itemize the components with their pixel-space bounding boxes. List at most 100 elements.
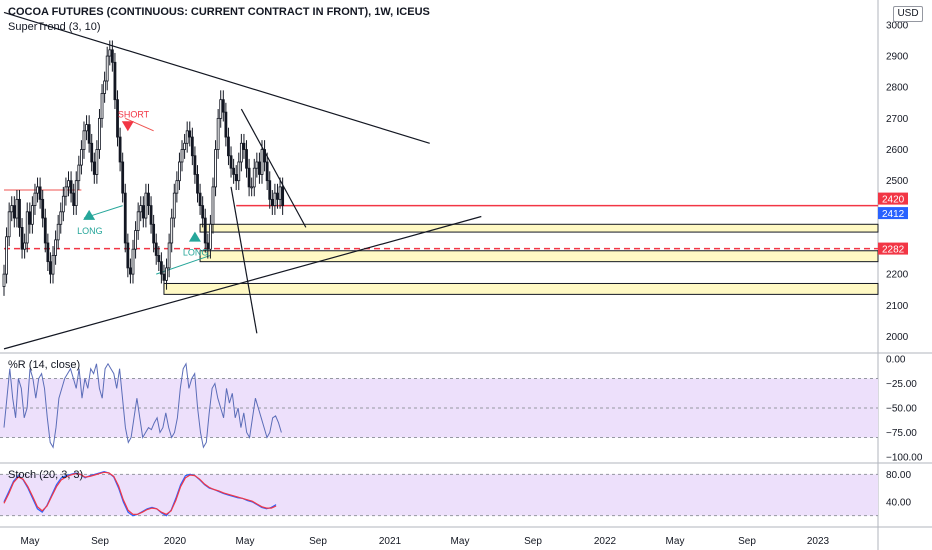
candle-body <box>41 198 45 219</box>
long-signal-marker <box>188 231 201 242</box>
willr-legend: %R (14, close) <box>8 359 81 371</box>
candle-body <box>263 149 266 163</box>
candle-body <box>180 149 184 163</box>
candle-body <box>5 236 8 275</box>
willr-tick-label: −50.00 <box>886 404 917 415</box>
trendline <box>3 11 430 144</box>
candle-body <box>61 195 65 213</box>
candle-body <box>157 255 161 263</box>
candle-body <box>100 93 104 119</box>
long-signal-label: LONG <box>183 248 209 258</box>
candle-body <box>54 239 57 256</box>
candle-body <box>38 186 42 200</box>
candle-body <box>147 192 150 206</box>
chart-title: COCOA FUTURES (CONTINUOUS: CURRENT CONTR… <box>8 6 430 18</box>
currency-button[interactable]: USD <box>893 6 923 22</box>
candle-body <box>141 205 145 219</box>
candle-body <box>208 223 212 250</box>
candle-body <box>98 117 101 150</box>
candle-body <box>90 142 94 163</box>
candle-body <box>131 248 135 275</box>
candle-body <box>25 211 29 244</box>
candle-body <box>64 186 68 197</box>
candle-body <box>7 211 11 238</box>
candle-body <box>250 186 254 189</box>
short-signal-marker <box>121 121 134 132</box>
candle-body <box>123 192 127 244</box>
candle-body <box>85 124 88 132</box>
candle-body <box>20 226 24 250</box>
candle-body <box>18 198 21 228</box>
candle-body <box>110 49 114 63</box>
willr-tick-label: −100.00 <box>886 453 923 464</box>
candle-body <box>103 80 107 94</box>
candle-body <box>43 217 47 244</box>
candle-body <box>56 223 60 241</box>
candle-body <box>172 192 176 219</box>
time-axis-label: Sep <box>524 536 542 547</box>
candle-body <box>224 111 228 138</box>
price-label-text: 2282 <box>882 245 905 256</box>
support-zone <box>199 223 879 233</box>
candle-body <box>82 130 86 150</box>
price-tick-label: 2600 <box>886 145 909 156</box>
trendline <box>3 215 482 350</box>
candle-body <box>188 130 192 138</box>
candle-body <box>134 230 137 250</box>
candle-body <box>80 149 83 166</box>
candle-body <box>159 261 163 275</box>
price-tick-label: 2200 <box>886 270 909 281</box>
candle-body <box>121 161 125 194</box>
time-axis-label: May <box>451 536 470 547</box>
candle-body <box>239 142 243 163</box>
time-axis-label: 2021 <box>379 536 402 547</box>
candle-body <box>23 242 27 250</box>
willr-tick-label: 0.00 <box>886 354 906 365</box>
candle-body <box>116 99 119 138</box>
candle-body <box>227 136 230 157</box>
time-axis-label: 2020 <box>164 536 187 547</box>
time-axis-label: Sep <box>309 536 327 547</box>
candle-body <box>255 161 259 169</box>
candle-body <box>30 205 34 225</box>
candle-body <box>152 223 156 244</box>
candle-body <box>95 149 99 175</box>
candle-body <box>229 155 233 169</box>
candle-body <box>136 211 140 231</box>
stoch-tick-label: 40.00 <box>886 497 911 508</box>
candle-body <box>265 161 269 182</box>
candle-body <box>185 130 189 144</box>
price-tick-label: 2100 <box>886 301 909 312</box>
supertrend-legend: SuperTrend (3, 10) <box>8 21 101 33</box>
candle-body <box>87 124 91 144</box>
price-label-box <box>878 207 908 220</box>
candle-body <box>149 205 153 225</box>
candle-body <box>281 186 285 206</box>
long-signal-label: LONG <box>77 226 103 236</box>
candle-body <box>59 211 63 225</box>
candle-body <box>232 167 236 175</box>
price-label-text: 2420 <box>882 195 905 206</box>
willr-tick-label: −75.00 <box>886 428 917 439</box>
candle-body <box>216 117 220 150</box>
trendline <box>240 108 307 228</box>
candle-body <box>258 161 261 175</box>
time-axis-label: May <box>666 536 685 547</box>
time-axis-label: May <box>236 536 255 547</box>
candle-body <box>245 149 248 169</box>
price-tick-label: 2900 <box>886 52 909 63</box>
candle-body <box>242 142 246 150</box>
short-signal-label: SHORT <box>118 109 150 119</box>
support-zone <box>199 250 879 263</box>
candle-body <box>28 211 32 225</box>
candle-body <box>193 155 197 175</box>
candle-body <box>51 255 55 275</box>
candle-body <box>201 205 205 219</box>
candle-body <box>221 99 225 113</box>
willr-tick-label: −25.00 <box>886 379 917 390</box>
candle-body <box>46 242 50 263</box>
candle-body <box>206 242 210 250</box>
candle-body <box>247 167 251 188</box>
time-axis-label: May <box>21 536 40 547</box>
